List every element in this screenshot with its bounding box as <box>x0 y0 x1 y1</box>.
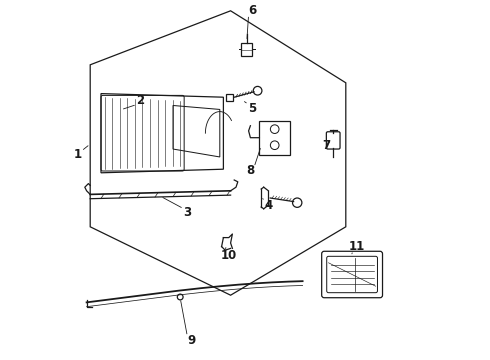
Text: 8: 8 <box>246 165 254 177</box>
Text: 4: 4 <box>264 199 272 212</box>
Text: 6: 6 <box>248 4 256 17</box>
Text: 3: 3 <box>183 206 192 219</box>
Text: 7: 7 <box>322 139 330 152</box>
Text: 11: 11 <box>348 240 365 253</box>
Text: 9: 9 <box>187 334 195 347</box>
Text: 10: 10 <box>220 249 237 262</box>
Text: 5: 5 <box>248 102 256 114</box>
Text: 2: 2 <box>137 94 145 107</box>
Text: 1: 1 <box>74 148 82 161</box>
